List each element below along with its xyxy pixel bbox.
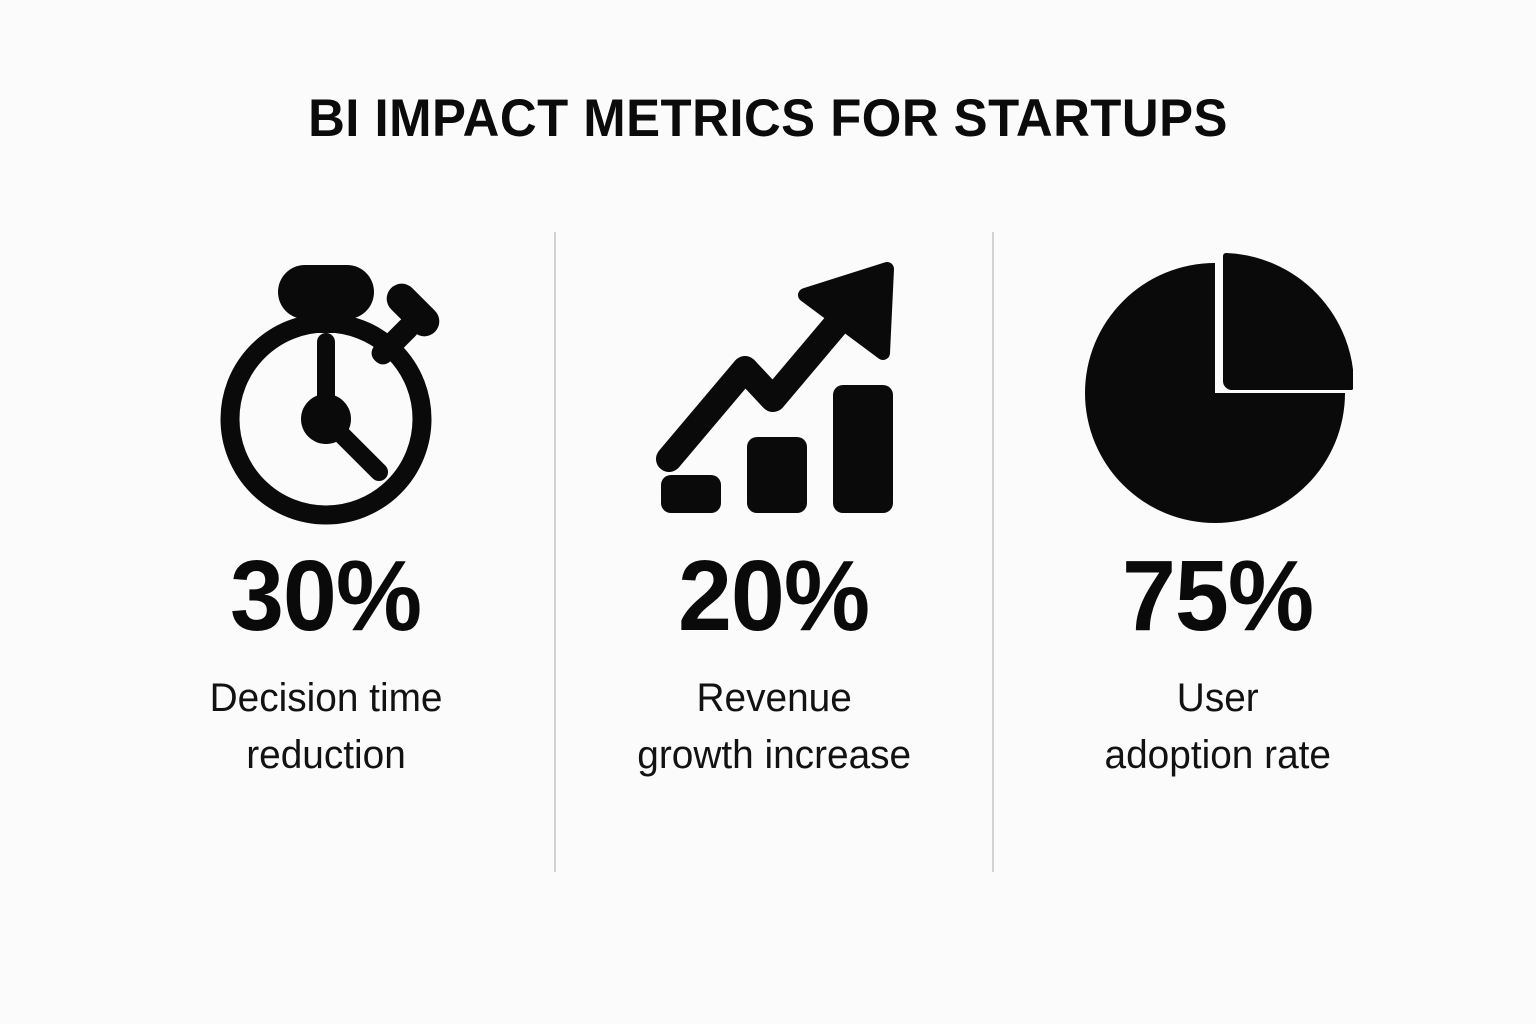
bar-chart-growth-arrow-icon [649,232,899,542]
stopwatch-icon [206,232,446,542]
stat-value: 75% [1122,540,1314,652]
stat-label: User adoption rate [1104,676,1332,777]
column-divider-2 [992,232,994,872]
stat-value: 20% [678,540,870,652]
pie-chart-icon [1083,232,1353,542]
page-title: BI IMPACT METRICS FOR STARTUPS [308,89,1228,148]
metric-card-revenue-growth: 20% Revenue growth increase [556,232,992,784]
metrics-row: 30% Decision time reduction 20% Revenue [98,232,1438,872]
stat-value: 30% [230,540,422,652]
metric-card-decision-time: 30% Decision time reduction [98,232,554,784]
metric-card-user-adoption: 75% User adoption rate [994,232,1442,784]
stat-label: Revenue growth increase [637,676,911,777]
stat-label: Decision time reduction [209,676,443,777]
column-divider-1 [554,232,556,872]
